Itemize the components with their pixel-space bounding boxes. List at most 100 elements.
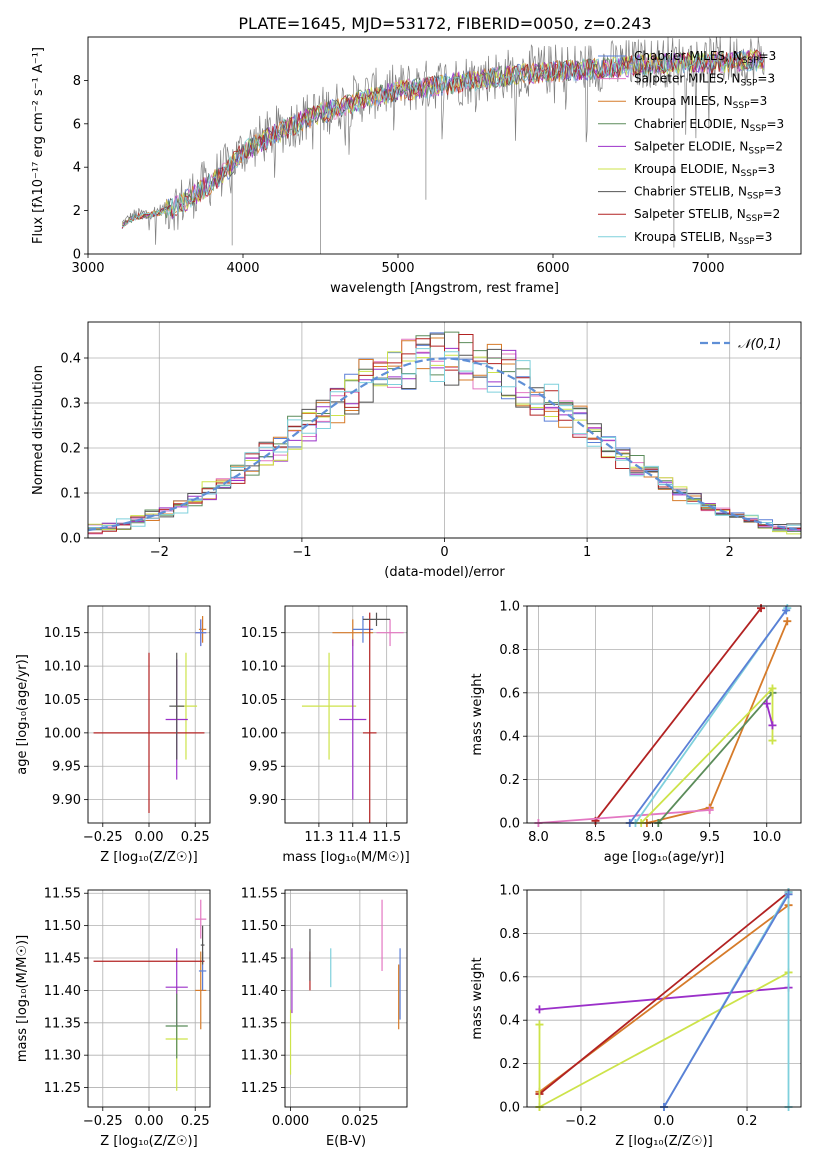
mass-weight-line	[538, 809, 710, 824]
y-tick-label: 10.00	[44, 726, 81, 741]
y-tick-label: 0	[73, 248, 81, 263]
y-axis-label: mass weight	[470, 673, 485, 755]
panel-mass_vs_Z: −0.25 0.00 0.25 11.25 11.30 11.35 11.40 11.45 11…	[15, 887, 211, 1149]
y-tick-label: 9.90	[52, 793, 81, 808]
y-tick-label: 1.0	[499, 600, 520, 615]
x-tick-label: −0.2	[565, 1114, 597, 1129]
panel-mass_vs_ebv: 0.000 0.025 11.25 11.30 11.35 11.40 11.45 11.50…	[241, 887, 408, 1149]
panel-residuals: −2 −1 0 1 2 0.0 0.1 0.2 0.3 0.4 (data-model)/error…	[31, 321, 802, 580]
y-tick-label: 10.15	[44, 626, 81, 641]
legend-subscript: SSP	[742, 56, 759, 66]
legend-label: Kroupa STELIB, NSSP=3	[634, 230, 772, 247]
errorbar-point	[165, 993, 188, 1059]
mass-weight-marker	[705, 805, 714, 814]
axes-frame	[284, 889, 408, 1108]
legend-label-rest: =3	[759, 49, 777, 63]
legend-label: Salpeter ELODIE, NSSP=2	[634, 139, 783, 156]
x-axis-label: Z [log₁₀(Z/Z☉)]	[100, 850, 197, 865]
x-axis-label: wavelength [Angstrom, rest frame]	[330, 281, 559, 296]
y-tick-label: 1.0	[499, 884, 520, 899]
panels: 3000 4000 5000 6000 7000 0 2 4 6 8 wavelength [Ang…	[15, 36, 802, 1149]
legend-label-rest: =3	[764, 185, 782, 199]
x-tick-label: 0.00	[135, 1114, 164, 1129]
x-tick-label: 11.3	[304, 830, 333, 845]
x-axis-label: age [log₁₀(age/yr)]	[604, 850, 725, 865]
y-tick-label: 10.10	[241, 660, 278, 675]
x-axis-label: (data-model)/error	[384, 565, 505, 580]
y-axis-label: Normed distribution	[31, 365, 46, 495]
mass-weight-marker	[768, 684, 777, 693]
errorbar-point	[200, 925, 205, 965]
y-tick-label: 0.4	[499, 1014, 520, 1029]
y-tick-label: 0.3	[60, 397, 81, 412]
y-axis-label: mass [log₁₀(M/M☉)]	[15, 935, 30, 1062]
mass-weight-marker	[783, 617, 792, 626]
gaussian-curve	[87, 357, 802, 532]
y-tick-label: 11.55	[44, 887, 81, 902]
y-tick-label: 0.2	[499, 773, 520, 788]
axes-frame	[87, 36, 802, 255]
y-tick-label: 4	[73, 161, 81, 176]
y-tick-label: 0.4	[60, 352, 81, 367]
panel-age_vs_Z: −0.25 0.00 0.25 9.90 9.95 10.00 10.05 10.10 10.1…	[15, 605, 211, 865]
y-tick-label: 0.6	[499, 686, 520, 701]
legend-label-rest: =3	[766, 117, 784, 131]
y-tick-label: 0.8	[499, 643, 520, 658]
errorbar-point	[301, 652, 357, 760]
x-tick-label: 11.4	[338, 830, 367, 845]
axes-frame	[87, 605, 211, 824]
mass-weight-line	[765, 703, 774, 726]
mass-weight-line	[640, 686, 774, 824]
y-tick-label: 0.6	[499, 970, 520, 985]
x-axis-label: Z [log₁₀(Z/Z☉)]	[615, 1134, 712, 1149]
y-tick-label: 11.45	[44, 952, 81, 967]
y-tick-label: 9.95	[52, 760, 81, 775]
y-tick-label: 11.30	[241, 1049, 278, 1064]
legend-subscript: SSP	[750, 124, 767, 134]
errorbar-point	[376, 619, 404, 647]
x-tick-label: 11.5	[372, 830, 401, 845]
mass-weight-marker	[768, 736, 777, 745]
legend-subscript: SSP	[738, 237, 755, 247]
legend-label-rest: =3	[757, 162, 775, 176]
errorbar-point	[362, 612, 377, 823]
x-tick-label: −2	[150, 545, 169, 560]
x-tick-label: 0.0	[654, 1114, 675, 1129]
y-tick-label: 11.30	[44, 1049, 81, 1064]
legend-label: Salpeter MILES, NSSP=3	[634, 72, 775, 89]
y-tick-label: 10.05	[44, 693, 81, 708]
mass-weight-marker	[757, 604, 766, 613]
y-tick-label: 11.45	[241, 952, 278, 967]
panel-mw_vs_Z: −0.2 0.0 0.2 0.0 0.2 0.4 0.6 0.8 1.0 Z [log₁₀(Z/Z…	[470, 884, 802, 1149]
x-tick-label: 0.25	[181, 830, 210, 845]
y-tick-label: 11.25	[44, 1081, 81, 1096]
x-tick-label: −1	[292, 545, 311, 560]
x-tick-label: 2	[726, 545, 734, 560]
x-tick-label: 8.0	[528, 830, 549, 845]
legend-subscript: SSP	[747, 192, 764, 202]
errorbar-point	[195, 899, 207, 939]
errorbar-point	[195, 619, 207, 647]
y-tick-label: 11.50	[241, 919, 278, 934]
x-tick-label: 0.000	[272, 1114, 309, 1129]
y-tick-label: 10.10	[44, 660, 81, 675]
mass-weight-line	[629, 609, 787, 824]
y-tick-label: 11.55	[241, 887, 278, 902]
y-tick-label: 0.0	[499, 817, 520, 832]
axes-frame	[526, 605, 802, 824]
legend-label: 𝒩(0,1)	[738, 337, 781, 352]
legend-label-rest: =2	[765, 139, 783, 153]
mass-weight-line	[646, 620, 789, 824]
x-tick-label: 7000	[691, 261, 724, 276]
panel-mw_vs_age: 8.0 8.5 9.0 9.5 10.0 0.0 0.2 0.4 0.6 0.8 1.0 age [l…	[470, 600, 802, 865]
errorbar-point	[93, 652, 205, 813]
x-axis-label: Z [log₁₀(Z/Z☉)]	[100, 1134, 197, 1149]
legend-label-rest: =3	[757, 72, 775, 86]
y-tick-label: 11.40	[241, 984, 278, 999]
panel-age_vs_mass: 11.3 11.4 11.5 9.90 9.95 10.00 10.05 10.10 10.15…	[241, 605, 410, 865]
mass-weight-line	[663, 893, 790, 1108]
y-axis-label: mass weight	[470, 957, 485, 1039]
y-tick-label: 6	[73, 117, 81, 132]
y-tick-label: 2	[73, 204, 81, 219]
